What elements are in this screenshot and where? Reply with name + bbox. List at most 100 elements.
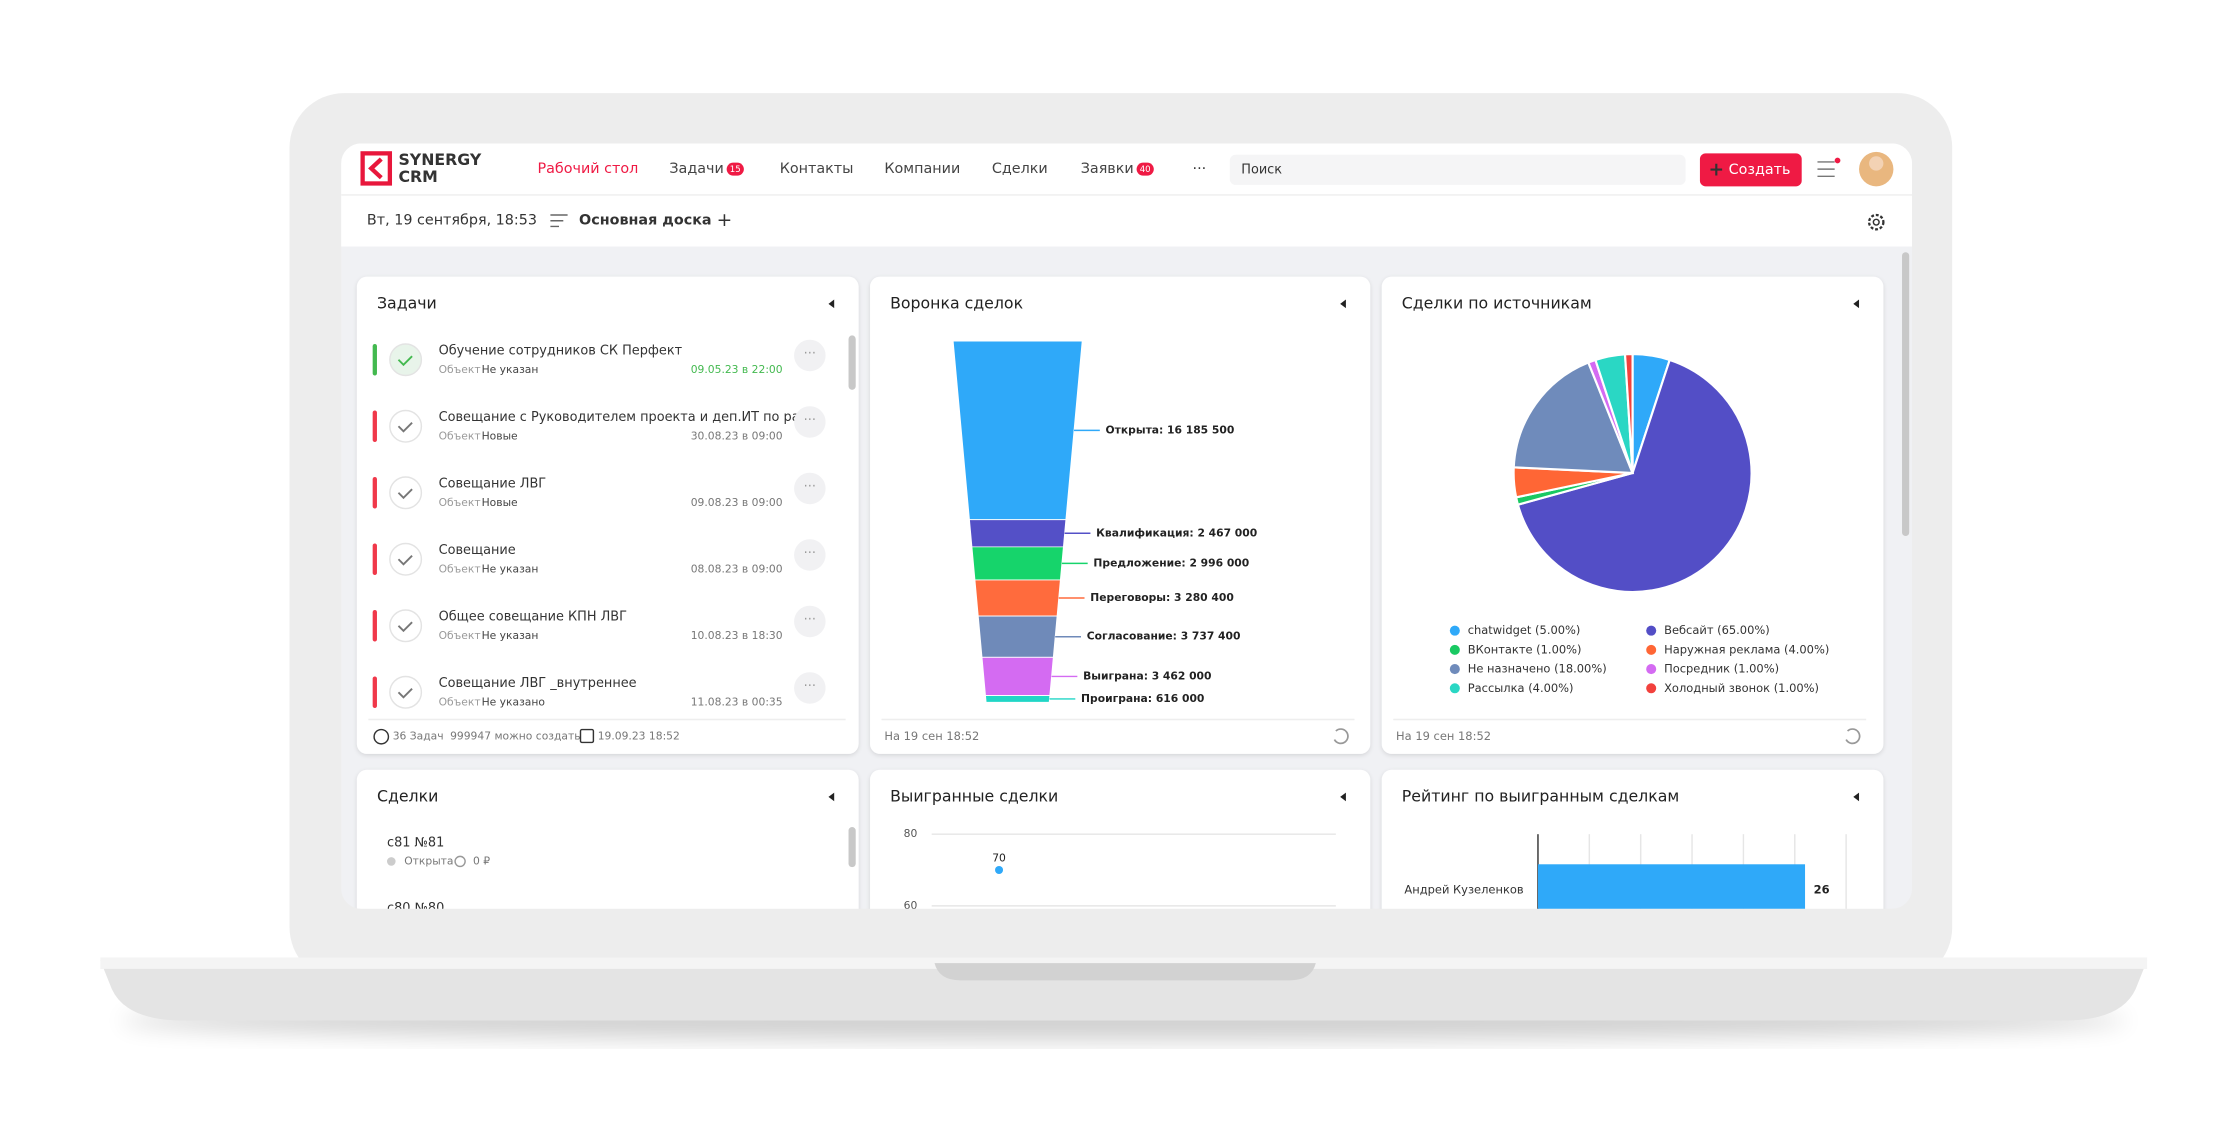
refresh-icon[interactable] bbox=[1845, 728, 1861, 745]
deal-name: с80 №80 bbox=[387, 901, 444, 916]
check-button[interactable] bbox=[389, 409, 423, 443]
task-title: Обучение сотрудников СК Перфект bbox=[439, 344, 683, 359]
task-date: 10.08.23 в 18:30 bbox=[691, 629, 783, 642]
scrollbar[interactable] bbox=[848, 827, 856, 868]
funnel-label: Предложение: 2 996 000 bbox=[1093, 556, 1249, 569]
point bbox=[995, 866, 1004, 875]
task-menu-dots: ··· bbox=[804, 613, 816, 628]
create-label: Создать bbox=[1729, 162, 1791, 178]
status-bar bbox=[372, 410, 377, 443]
nav-item[interactable]: Задачи bbox=[669, 161, 723, 177]
nav-item[interactable]: Рабочий стол bbox=[538, 161, 639, 177]
task-title: Совещание с Руководителем проекта и деп.… bbox=[439, 410, 819, 425]
tasks-count: 36 Задач bbox=[393, 730, 444, 743]
task-menu-dots: ··· bbox=[804, 546, 816, 561]
refresh-icon[interactable] bbox=[1333, 728, 1349, 745]
tasks-available: 999947 можно создать bbox=[450, 730, 580, 743]
check-button[interactable] bbox=[389, 675, 423, 709]
logo-text: SYNERGY bbox=[398, 150, 481, 169]
task-menu[interactable] bbox=[794, 406, 826, 438]
legend-label: Холодный звонок (1.00%) bbox=[1664, 681, 1819, 695]
task-date: 09.08.23 в 09:00 bbox=[691, 496, 783, 509]
task-menu[interactable] bbox=[794, 672, 826, 704]
pie-slice bbox=[1512, 361, 1635, 475]
check-icon bbox=[397, 422, 413, 433]
bar-label: 26 bbox=[1814, 883, 1830, 897]
widget-title: Задачи bbox=[377, 293, 437, 312]
screen: SYNERGY CRM ··· Поиск + Создать Вт, 19 с… bbox=[341, 143, 1913, 916]
task-menu[interactable] bbox=[794, 605, 826, 638]
task-object-label: Объект bbox=[439, 496, 481, 509]
widget-title: Рейтинг по выигранным сделкам bbox=[1402, 786, 1680, 805]
check-icon bbox=[397, 688, 413, 699]
task-menu-dots: ··· bbox=[804, 679, 816, 694]
settings-icon[interactable] bbox=[1867, 213, 1885, 231]
legend-marker bbox=[1646, 625, 1657, 636]
task-object-label: Объект bbox=[439, 695, 481, 708]
widget-title: Сделки по источникам bbox=[1402, 293, 1592, 312]
search-box[interactable] bbox=[1229, 154, 1686, 185]
widget-card bbox=[870, 769, 1371, 909]
task-date: 09.05.23 в 22:00 bbox=[691, 363, 783, 376]
legend-marker bbox=[1646, 644, 1657, 655]
collapse-icon[interactable] bbox=[828, 792, 835, 802]
collapse-icon[interactable] bbox=[828, 299, 835, 309]
logo-mark bbox=[360, 151, 393, 186]
collapse-icon[interactable] bbox=[1853, 299, 1860, 309]
task-menu[interactable] bbox=[794, 539, 826, 571]
logo-arrow bbox=[368, 157, 383, 180]
nav-item[interactable]: Компании bbox=[884, 161, 960, 177]
check-button[interactable] bbox=[389, 343, 423, 377]
deal-amount: 0 ₽ bbox=[473, 854, 490, 867]
task-menu[interactable] bbox=[794, 339, 826, 372]
funnel-stage bbox=[952, 340, 1083, 521]
search-placeholder: Поиск bbox=[1241, 162, 1282, 177]
status-bar bbox=[372, 343, 377, 376]
task-object-label: Объект bbox=[439, 363, 481, 376]
legend-label: Рассылка (4.00%) bbox=[1468, 681, 1574, 695]
collapse-icon[interactable] bbox=[1853, 792, 1860, 802]
collapse-icon[interactable] bbox=[1340, 792, 1346, 802]
deal-name: с81 №81 bbox=[387, 835, 444, 850]
task-menu[interactable] bbox=[794, 472, 826, 505]
funnel-stage bbox=[977, 615, 1058, 658]
check-icon bbox=[397, 621, 413, 633]
badge bbox=[726, 162, 744, 176]
badge-count: 40 bbox=[1140, 165, 1151, 175]
tasks-date: 19.09.23 18:52 bbox=[598, 730, 680, 743]
bar bbox=[1537, 864, 1806, 909]
legend-marker bbox=[1449, 683, 1460, 694]
funnel-label: Проиграна: 616 000 bbox=[1081, 692, 1204, 705]
funnel-label: Согласование: 3 737 400 bbox=[1087, 630, 1241, 643]
legend-marker bbox=[1449, 664, 1460, 675]
board-name[interactable]: Основная доска bbox=[579, 213, 712, 229]
check-button[interactable] bbox=[389, 476, 423, 510]
nav-item[interactable]: Контакты bbox=[780, 161, 854, 177]
menu-icon[interactable] bbox=[1817, 157, 1841, 178]
laptop-base bbox=[100, 960, 2148, 1021]
check-button[interactable] bbox=[389, 609, 423, 643]
check-button[interactable] bbox=[389, 542, 423, 576]
task-object: Новые bbox=[482, 496, 518, 509]
legend-label: ВКонтакте (1.00%) bbox=[1468, 642, 1582, 656]
widget-title: Воронка сделок bbox=[890, 293, 1023, 312]
calendar-icon bbox=[579, 728, 595, 744]
scrollbar[interactable] bbox=[848, 335, 856, 390]
status-bar bbox=[372, 477, 377, 509]
nav-item[interactable]: Сделки bbox=[992, 161, 1048, 177]
task-object: Новые bbox=[482, 429, 518, 442]
funnel-stage bbox=[981, 656, 1054, 696]
legend-label: Наружная реклама (4.00%) bbox=[1664, 642, 1829, 656]
task-menu-dots: ··· bbox=[804, 413, 816, 428]
add-board[interactable]: + bbox=[717, 210, 733, 231]
funnel-label: Выиграна: 3 462 000 bbox=[1083, 669, 1211, 682]
legend-label: Посредник (1.00%) bbox=[1664, 662, 1779, 676]
collapse-icon[interactable] bbox=[1340, 299, 1346, 309]
create-button[interactable] bbox=[1699, 153, 1802, 187]
task-object: Не указано bbox=[482, 695, 545, 708]
check-icon bbox=[397, 355, 413, 367]
more-menu[interactable]: ··· bbox=[1193, 161, 1207, 177]
scrollbar[interactable] bbox=[1902, 252, 1910, 537]
nav-item[interactable]: Заявки bbox=[1081, 161, 1134, 177]
